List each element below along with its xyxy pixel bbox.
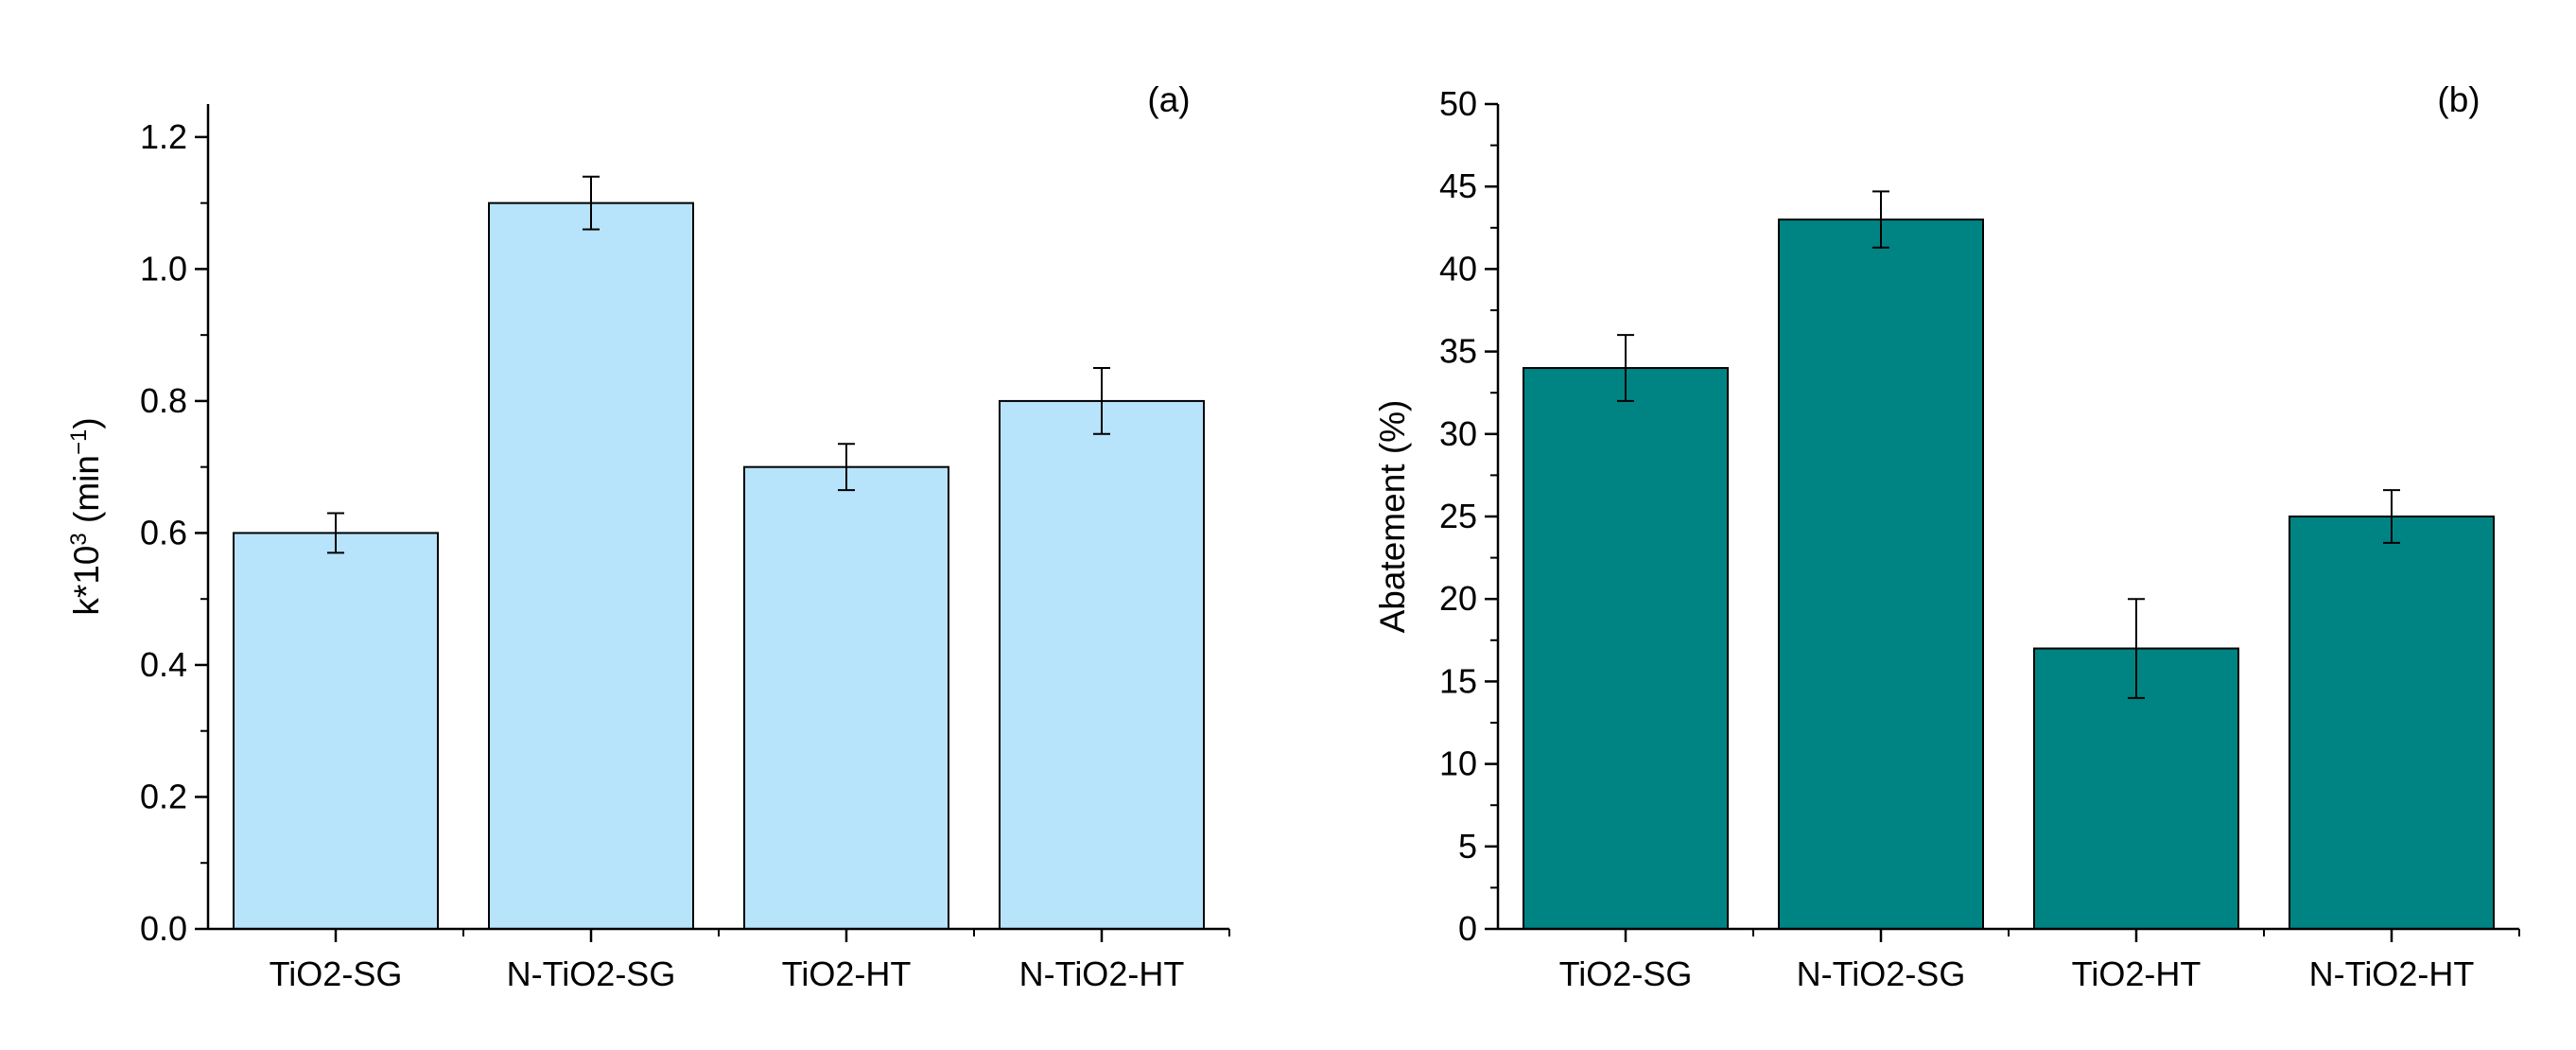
panel-b-bar-4 bbox=[2289, 516, 2495, 930]
panel-a-bar-1 bbox=[233, 532, 439, 930]
panel-b-y-tick-label-4: 20 bbox=[1439, 579, 1477, 618]
panel-a-y-axis-title: k*103 (min−1) bbox=[66, 417, 107, 615]
panel-a-bar-3 bbox=[743, 465, 949, 930]
panel-a-y-tick-label-3: 0.6 bbox=[140, 513, 187, 551]
panel-a-bar-4 bbox=[999, 399, 1205, 931]
panel-a-bar-2 bbox=[488, 201, 694, 930]
panel-b-x-tick-label-1: TiO2-SG bbox=[1559, 954, 1693, 993]
panel-b-y-tick-label-5: 25 bbox=[1439, 497, 1477, 535]
panel-a-x-tick-label-2: N-TiO2-SG bbox=[507, 954, 676, 993]
panel-a-y-tick-label-5: 1.0 bbox=[140, 249, 187, 288]
panel-b-x-tick-label-2: N-TiO2-SG bbox=[1797, 954, 1966, 993]
panel-a-y-tick-label-2: 0.4 bbox=[140, 645, 187, 684]
panel-b-y-tick-label-9: 45 bbox=[1439, 166, 1477, 205]
panel-b-y-tick-label-7: 35 bbox=[1439, 332, 1477, 371]
panel-b-label: (b) bbox=[2437, 80, 2480, 119]
panel-b-x-tick-label-3: TiO2-HT bbox=[2072, 954, 2202, 993]
panel-b-bar-1 bbox=[1523, 367, 1729, 931]
panel-b-bar-2 bbox=[1778, 219, 1984, 930]
panel-a-x-tick-label-4: N-TiO2-HT bbox=[1019, 954, 1185, 993]
panel-b-chart: (b) Abatement (%) 0 5 10 15 20 25 30 35 40 45 50 Ti… bbox=[1373, 80, 2520, 993]
panel-b-y-tick-label-0: 0 bbox=[1458, 909, 1477, 948]
panel-b-y-tick-label-6: 30 bbox=[1439, 414, 1477, 453]
panel-a-x-tick-label-3: TiO2-HT bbox=[782, 954, 912, 993]
panel-a-chart: (a) k*103 (min−1) 0.0 0.2 0.4 0.6 0.8 1.0 1.2 T… bbox=[66, 80, 1230, 993]
panel-b-y-tick-label-3: 15 bbox=[1439, 661, 1477, 700]
panel-a-y-tick-label-6: 1.2 bbox=[140, 117, 187, 156]
panel-a-y-tick-label-1: 0.2 bbox=[140, 777, 187, 815]
panel-a-x-tick-label-1: TiO2-SG bbox=[270, 954, 403, 993]
panel-b-y-tick-label-1: 5 bbox=[1458, 827, 1477, 866]
panel-b-y-tick-label-8: 40 bbox=[1439, 249, 1477, 288]
panel-b-x-tick-label-4: N-TiO2-HT bbox=[2309, 954, 2475, 993]
panel-a-y-tick-label-4: 0.8 bbox=[140, 381, 187, 420]
panel-a-y-tick-label-0: 0.0 bbox=[140, 909, 187, 948]
panel-b-y-tick-label-2: 10 bbox=[1439, 744, 1477, 783]
panel-b-y-axis-title: Abatement (%) bbox=[1373, 400, 1412, 634]
panel-b-y-tick-label-10: 50 bbox=[1439, 84, 1477, 123]
panel-a-label: (a) bbox=[1147, 80, 1190, 119]
